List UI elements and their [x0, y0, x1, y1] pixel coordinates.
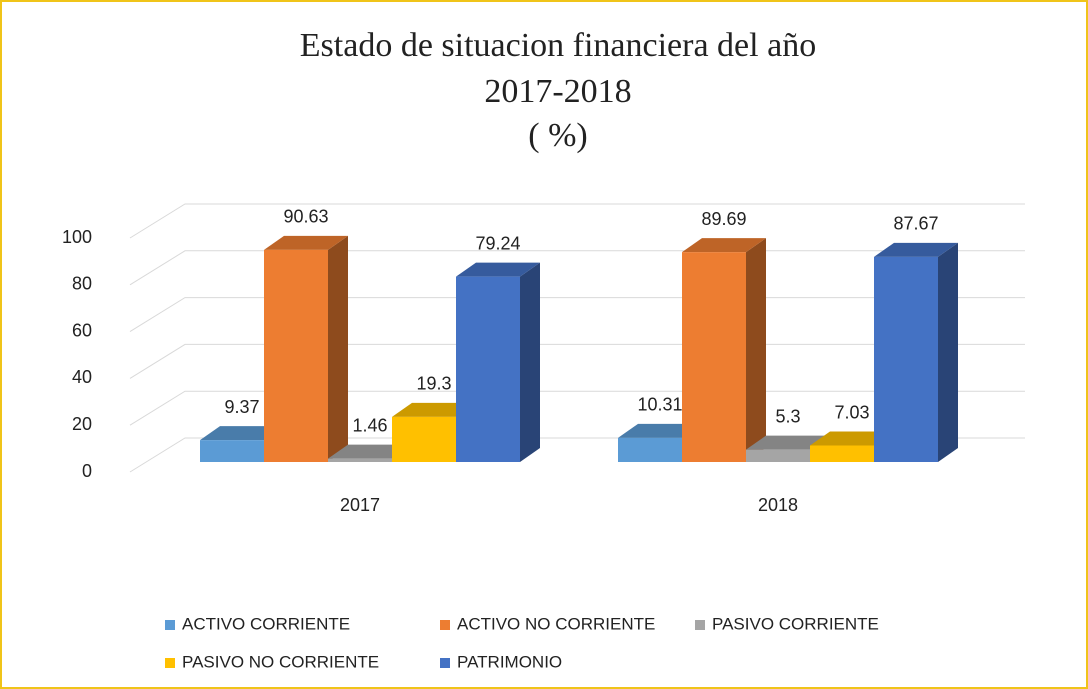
bar: [264, 235, 348, 462]
data-label: 87.67: [893, 214, 938, 234]
y-tick-label: 60: [72, 320, 92, 340]
y-tick-label: 20: [72, 414, 92, 434]
bar-face: [392, 416, 456, 462]
data-label: 5.3: [775, 406, 800, 426]
data-label: 79.24: [475, 233, 520, 253]
bar-face: [810, 445, 874, 462]
legend-label: ACTIVO NO CORRIENTE: [457, 614, 655, 633]
data-label: 7.03: [834, 402, 869, 422]
chart-title: ( %): [528, 117, 587, 154]
legend-label: PASIVO NO CORRIENTE: [182, 652, 379, 671]
bar: [874, 242, 958, 462]
chart-title: Estado de situacion financiera del año: [300, 27, 816, 64]
bar-face: [200, 440, 264, 462]
bar-face: [746, 449, 810, 462]
y-tick-label: 40: [72, 367, 92, 387]
bar-face: [456, 276, 520, 462]
legend-swatch: [440, 620, 450, 630]
legend-label: PASIVO CORRIENTE: [712, 614, 879, 633]
bar-face: [938, 242, 958, 462]
data-label: 90.63: [283, 207, 328, 227]
bar-face: [682, 238, 766, 253]
grid-line: [129, 203, 1025, 239]
chart-title: 2017-2018: [484, 73, 631, 110]
data-label: 9.37: [224, 397, 259, 417]
legend-swatch: [695, 620, 705, 630]
bar-face: [874, 256, 938, 462]
bar-face: [264, 235, 348, 250]
bar-face: [200, 426, 284, 441]
x-tick-label: 2017: [340, 495, 380, 515]
bar-face: [520, 262, 540, 462]
bar-face: [456, 262, 540, 277]
y-tick-label: 80: [72, 274, 92, 294]
data-label: 10.31: [637, 395, 682, 415]
y-tick-label: 0: [82, 461, 92, 481]
bar: [456, 262, 540, 462]
bar: [682, 238, 766, 462]
bar-face: [618, 423, 702, 438]
legend-label: PATRIMONIO: [457, 652, 562, 671]
x-tick-label: 2018: [758, 495, 798, 515]
legend-swatch: [440, 658, 450, 668]
legend-label: ACTIVO CORRIENTE: [182, 614, 350, 633]
data-label: 89.69: [701, 209, 746, 229]
legend-swatch: [165, 658, 175, 668]
bar-face: [746, 238, 766, 462]
data-label: 1.46: [352, 415, 387, 435]
bar-face: [618, 437, 682, 462]
bar-face: [328, 458, 392, 462]
y-tick-label: 100: [62, 227, 92, 247]
bar-face: [746, 435, 830, 450]
legend-swatch: [165, 620, 175, 630]
bar-face: [392, 402, 476, 417]
bar-face: [874, 242, 958, 257]
bar-face: [682, 252, 746, 462]
bar-face: [328, 235, 348, 462]
bar-face: [328, 444, 412, 459]
bar-face: [264, 249, 328, 462]
data-label: 19.3: [416, 374, 451, 394]
bar-face: [810, 431, 894, 446]
